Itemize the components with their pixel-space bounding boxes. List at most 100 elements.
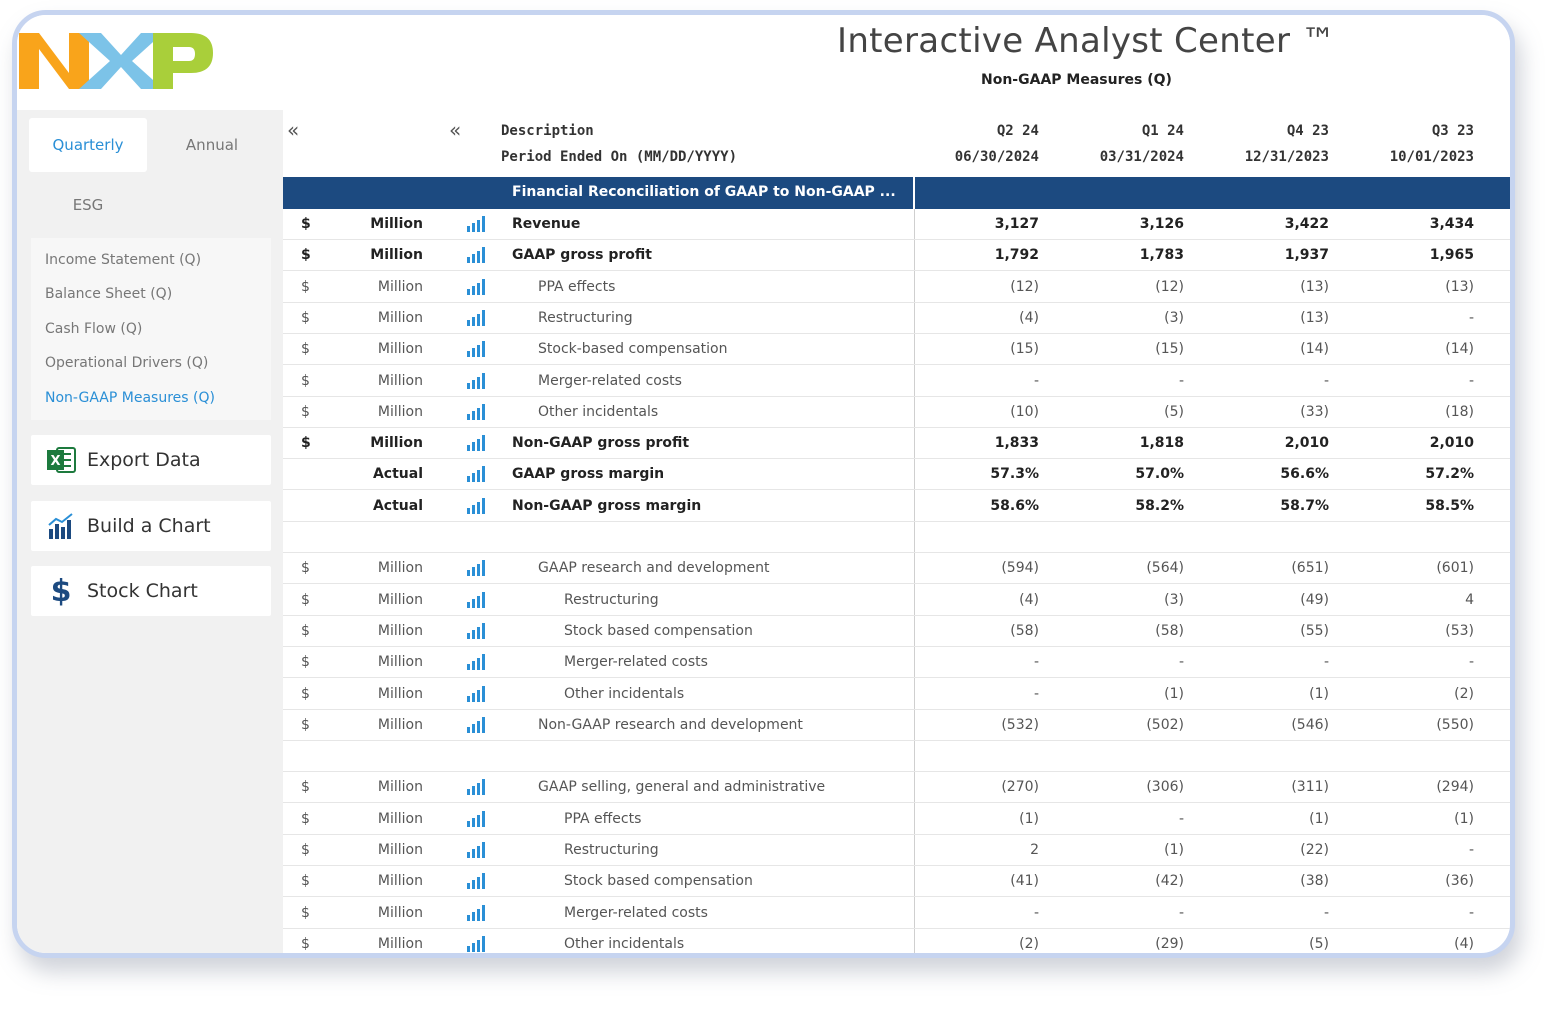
- row-chart-icon[interactable]: [466, 403, 486, 420]
- value-cell: (546): [1291, 716, 1329, 733]
- unit-cell: Million: [370, 247, 423, 264]
- row-chart-icon[interactable]: [466, 341, 486, 358]
- nav-cash-flow[interactable]: Cash Flow (Q): [45, 321, 143, 337]
- row-chart-icon[interactable]: [466, 810, 486, 827]
- stock-chart-button[interactable]: $ Stock Chart: [31, 566, 271, 616]
- table-row[interactable]: $ Million Revenue 3,127 3,126 3,422 3,434: [283, 209, 1510, 240]
- row-chart-icon[interactable]: [466, 372, 486, 389]
- description-cell: GAAP gross profit: [512, 247, 652, 264]
- value-cell: (14): [1300, 341, 1329, 358]
- description-cell: Non-GAAP gross margin: [512, 497, 702, 514]
- unit-cell: Million: [377, 309, 423, 326]
- row-chart-icon[interactable]: [466, 842, 486, 858]
- value-cell: (2): [1019, 935, 1039, 952]
- excel-icon: X: [45, 444, 77, 476]
- value-cell: -: [1468, 842, 1474, 858]
- row-chart-icon[interactable]: [466, 466, 486, 483]
- build-chart-button[interactable]: Build a Chart: [31, 501, 271, 551]
- unit-cell: Million: [377, 810, 423, 827]
- row-chart-icon[interactable]: [466, 935, 486, 952]
- value-cell: 58.6%: [990, 497, 1039, 514]
- column-date-header: 03/31/2024: [1099, 149, 1184, 165]
- nav-operational-drivers[interactable]: Operational Drivers (Q): [45, 355, 209, 371]
- row-chart-icon[interactable]: [466, 779, 486, 796]
- row-chart-icon[interactable]: [466, 685, 486, 702]
- table-row[interactable]: Actual Non-GAAP gross margin 58.6% 58.2% 5…: [283, 491, 1510, 522]
- nav-income-statement[interactable]: Income Statement (Q): [45, 252, 202, 268]
- table-row[interactable]: $ Million Restructuring (4) (3) (13) -: [283, 303, 1510, 334]
- table-row[interactable]: $ Million Non-GAAP research and developm…: [283, 710, 1510, 741]
- value-cell: -: [1033, 372, 1039, 389]
- row-chart-icon[interactable]: [466, 560, 486, 577]
- value-cell: (15): [1010, 341, 1039, 358]
- value-cell: -: [1468, 904, 1474, 921]
- row-chart-icon[interactable]: [466, 309, 486, 326]
- description-cell: Non-GAAP research and development: [538, 716, 803, 733]
- row-chart-icon[interactable]: [466, 716, 486, 733]
- table-row[interactable]: $ Million Other incidentals (10) (5) (33) (…: [283, 397, 1510, 428]
- table-row[interactable]: $ Million Merger-related costs - - - -: [283, 898, 1510, 929]
- table-row[interactable]: $ Million Restructuring (4) (3) (49) 4: [283, 585, 1510, 616]
- value-cell: 2,010: [1429, 435, 1474, 452]
- table-row[interactable]: $ Million Merger-related costs - - - -: [283, 366, 1510, 397]
- currency-cell: $: [301, 842, 310, 858]
- value-cell: -: [1468, 372, 1474, 389]
- table-row[interactable]: $ Million Stock based compensation (41) (…: [283, 866, 1510, 898]
- table-row[interactable]: $ Million Stock based compensation (58) (…: [283, 616, 1510, 647]
- table-row[interactable]: $ Million Stock-based compensation (15) (…: [283, 334, 1510, 366]
- table-row[interactable]: $ Million Other incidentals (2) (29) (5) (4…: [283, 929, 1510, 953]
- currency-cell: $: [301, 278, 310, 295]
- row-chart-icon[interactable]: [466, 497, 486, 514]
- table-row[interactable]: $ Million GAAP gross profit 1,792 1,783 1,…: [283, 240, 1510, 272]
- tab-esg[interactable]: ESG: [72, 196, 104, 214]
- table-row[interactable]: Actual GAAP gross margin 57.3% 57.0% 56.6%…: [283, 459, 1510, 491]
- value-cell: (1): [1164, 842, 1184, 858]
- row-chart-icon[interactable]: [466, 591, 486, 608]
- value-cell: (13): [1300, 278, 1329, 295]
- description-cell: Stock based compensation: [564, 873, 753, 890]
- table-spacer-row: [283, 741, 1510, 773]
- tab-annual[interactable]: Annual: [185, 136, 239, 154]
- unit-cell: Million: [377, 403, 423, 420]
- value-cell: (3): [1164, 309, 1184, 326]
- column-date-header: 10/01/2023: [1389, 149, 1474, 165]
- row-chart-icon[interactable]: [466, 873, 486, 890]
- unit-cell: Million: [377, 560, 423, 577]
- row-chart-icon[interactable]: [466, 278, 486, 295]
- currency-cell: $: [301, 622, 310, 639]
- value-cell: 1,965: [1429, 247, 1474, 264]
- table-row[interactable]: $ Million PPA effects (12) (12) (13) (13): [283, 272, 1510, 303]
- nav-balance-sheet[interactable]: Balance Sheet (Q): [45, 286, 173, 302]
- table-row[interactable]: $ Million PPA effects (1) - (1) (1): [283, 804, 1510, 835]
- value-cell: (38): [1300, 873, 1329, 890]
- description-cell: Other incidentals: [564, 685, 685, 702]
- section-separator: [913, 177, 915, 209]
- tab-quarterly[interactable]: Quarterly: [29, 118, 147, 172]
- row-chart-icon[interactable]: [466, 247, 486, 264]
- export-data-button[interactable]: X Export Data: [31, 435, 271, 485]
- value-cell: 1,937: [1284, 247, 1329, 264]
- collapse-left-icon[interactable]: «: [287, 118, 300, 142]
- table-row[interactable]: $ Million GAAP research and development …: [283, 553, 1510, 585]
- value-cell: (29): [1155, 935, 1184, 952]
- value-cell: (5): [1309, 935, 1329, 952]
- value-cell: (594): [1001, 560, 1039, 577]
- value-cell: (14): [1445, 341, 1474, 358]
- collapse-columns-icon[interactable]: «: [449, 118, 462, 142]
- row-chart-icon[interactable]: [466, 216, 486, 232]
- table-row[interactable]: $ Million Other incidentals - (1) (1) (2): [283, 679, 1510, 710]
- value-cell: (601): [1436, 560, 1474, 577]
- currency-cell: $: [301, 372, 310, 389]
- row-chart-icon[interactable]: [466, 654, 486, 671]
- table-row[interactable]: $ Million Restructuring 2 (1) (22) -: [283, 835, 1510, 866]
- row-chart-icon[interactable]: [466, 904, 486, 921]
- row-chart-icon[interactable]: [466, 622, 486, 639]
- nav-non-gaap-measures[interactable]: Non-GAAP Measures (Q): [45, 390, 215, 406]
- value-cell: (4): [1454, 935, 1474, 952]
- value-cell: 1,833: [994, 435, 1039, 452]
- value-cell: (502): [1146, 716, 1184, 733]
- table-row[interactable]: $ Million GAAP selling, general and admi…: [283, 772, 1510, 804]
- table-row[interactable]: $ Million Merger-related costs - - - -: [283, 647, 1510, 679]
- row-chart-icon[interactable]: [466, 435, 486, 452]
- table-row[interactable]: $ Million Non-GAAP gross profit 1,833 1,8…: [283, 428, 1510, 460]
